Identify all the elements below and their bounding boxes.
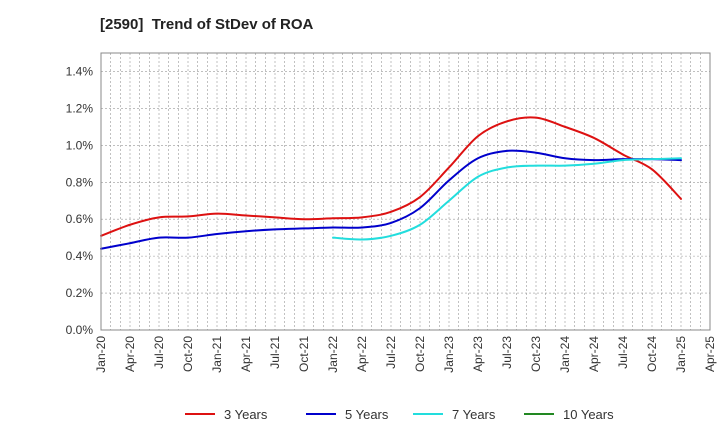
series-line-7-years — [332, 157, 682, 241]
y-tick-label: 0.8% — [66, 175, 94, 189]
x-tick-label: Apr-22 — [355, 336, 369, 372]
chart-title: [2590] Trend of StDev of ROA — [100, 16, 314, 33]
y-axis-tick-labels: 0.0% 0.2% 0.4% 0.6% 0.8% 1.0% 1.2% 1.4% — [66, 64, 94, 337]
y-tick-label: 0.6% — [66, 212, 94, 226]
x-tick-label: Apr-25 — [703, 336, 717, 372]
x-tick-label: Jul-21 — [268, 336, 282, 369]
legend-label: 7 Years — [452, 407, 496, 422]
x-tick-label: Oct-21 — [297, 336, 311, 372]
x-tick-label: Oct-24 — [645, 336, 659, 372]
series-line-5-years — [100, 149, 682, 250]
grid-lines — [101, 53, 710, 330]
y-tick-label: 0.2% — [66, 286, 94, 300]
y-tick-label: 1.4% — [66, 64, 94, 78]
x-tick-label: Jan-22 — [326, 336, 340, 373]
y-tick-label: 0.0% — [66, 323, 94, 337]
x-tick-label: Oct-22 — [413, 336, 427, 372]
y-tick-label: 1.2% — [66, 101, 94, 115]
y-tick-label: 0.4% — [66, 249, 94, 263]
x-tick-label: Oct-23 — [529, 336, 543, 372]
x-tick-label: Apr-24 — [587, 336, 601, 372]
x-tick-label: Apr-21 — [239, 336, 253, 372]
x-tick-label: Jan-24 — [558, 336, 572, 373]
x-tick-label: Jul-23 — [500, 336, 514, 369]
x-tick-label: Jul-20 — [152, 336, 166, 369]
plot-area-frame — [100, 52, 711, 331]
legend-label: 3 Years — [224, 407, 268, 422]
legend: 3 Years 5 Years 7 Years 10 Years — [185, 407, 614, 422]
x-tick-label: Apr-23 — [471, 336, 485, 372]
series-line-3-years — [100, 116, 682, 237]
x-tick-label: Oct-20 — [181, 336, 195, 372]
x-tick-label: Jan-23 — [442, 336, 456, 373]
legend-label: 5 Years — [345, 407, 389, 422]
x-tick-label: Jul-24 — [616, 336, 630, 369]
x-tick-label: Jan-20 — [94, 336, 108, 373]
x-tick-label: Jan-21 — [210, 336, 224, 373]
x-tick-label: Apr-20 — [123, 336, 137, 372]
x-tick-label: Jul-22 — [384, 336, 398, 369]
legend-label: 10 Years — [563, 407, 614, 422]
series-lines — [100, 116, 682, 250]
x-axis-tick-labels: Jan-20 Apr-20 Jul-20 Oct-20 Jan-21 Apr-21 Jul-… — [94, 336, 717, 373]
x-tick-label: Jan-25 — [674, 336, 688, 373]
y-tick-label: 1.0% — [66, 138, 94, 152]
